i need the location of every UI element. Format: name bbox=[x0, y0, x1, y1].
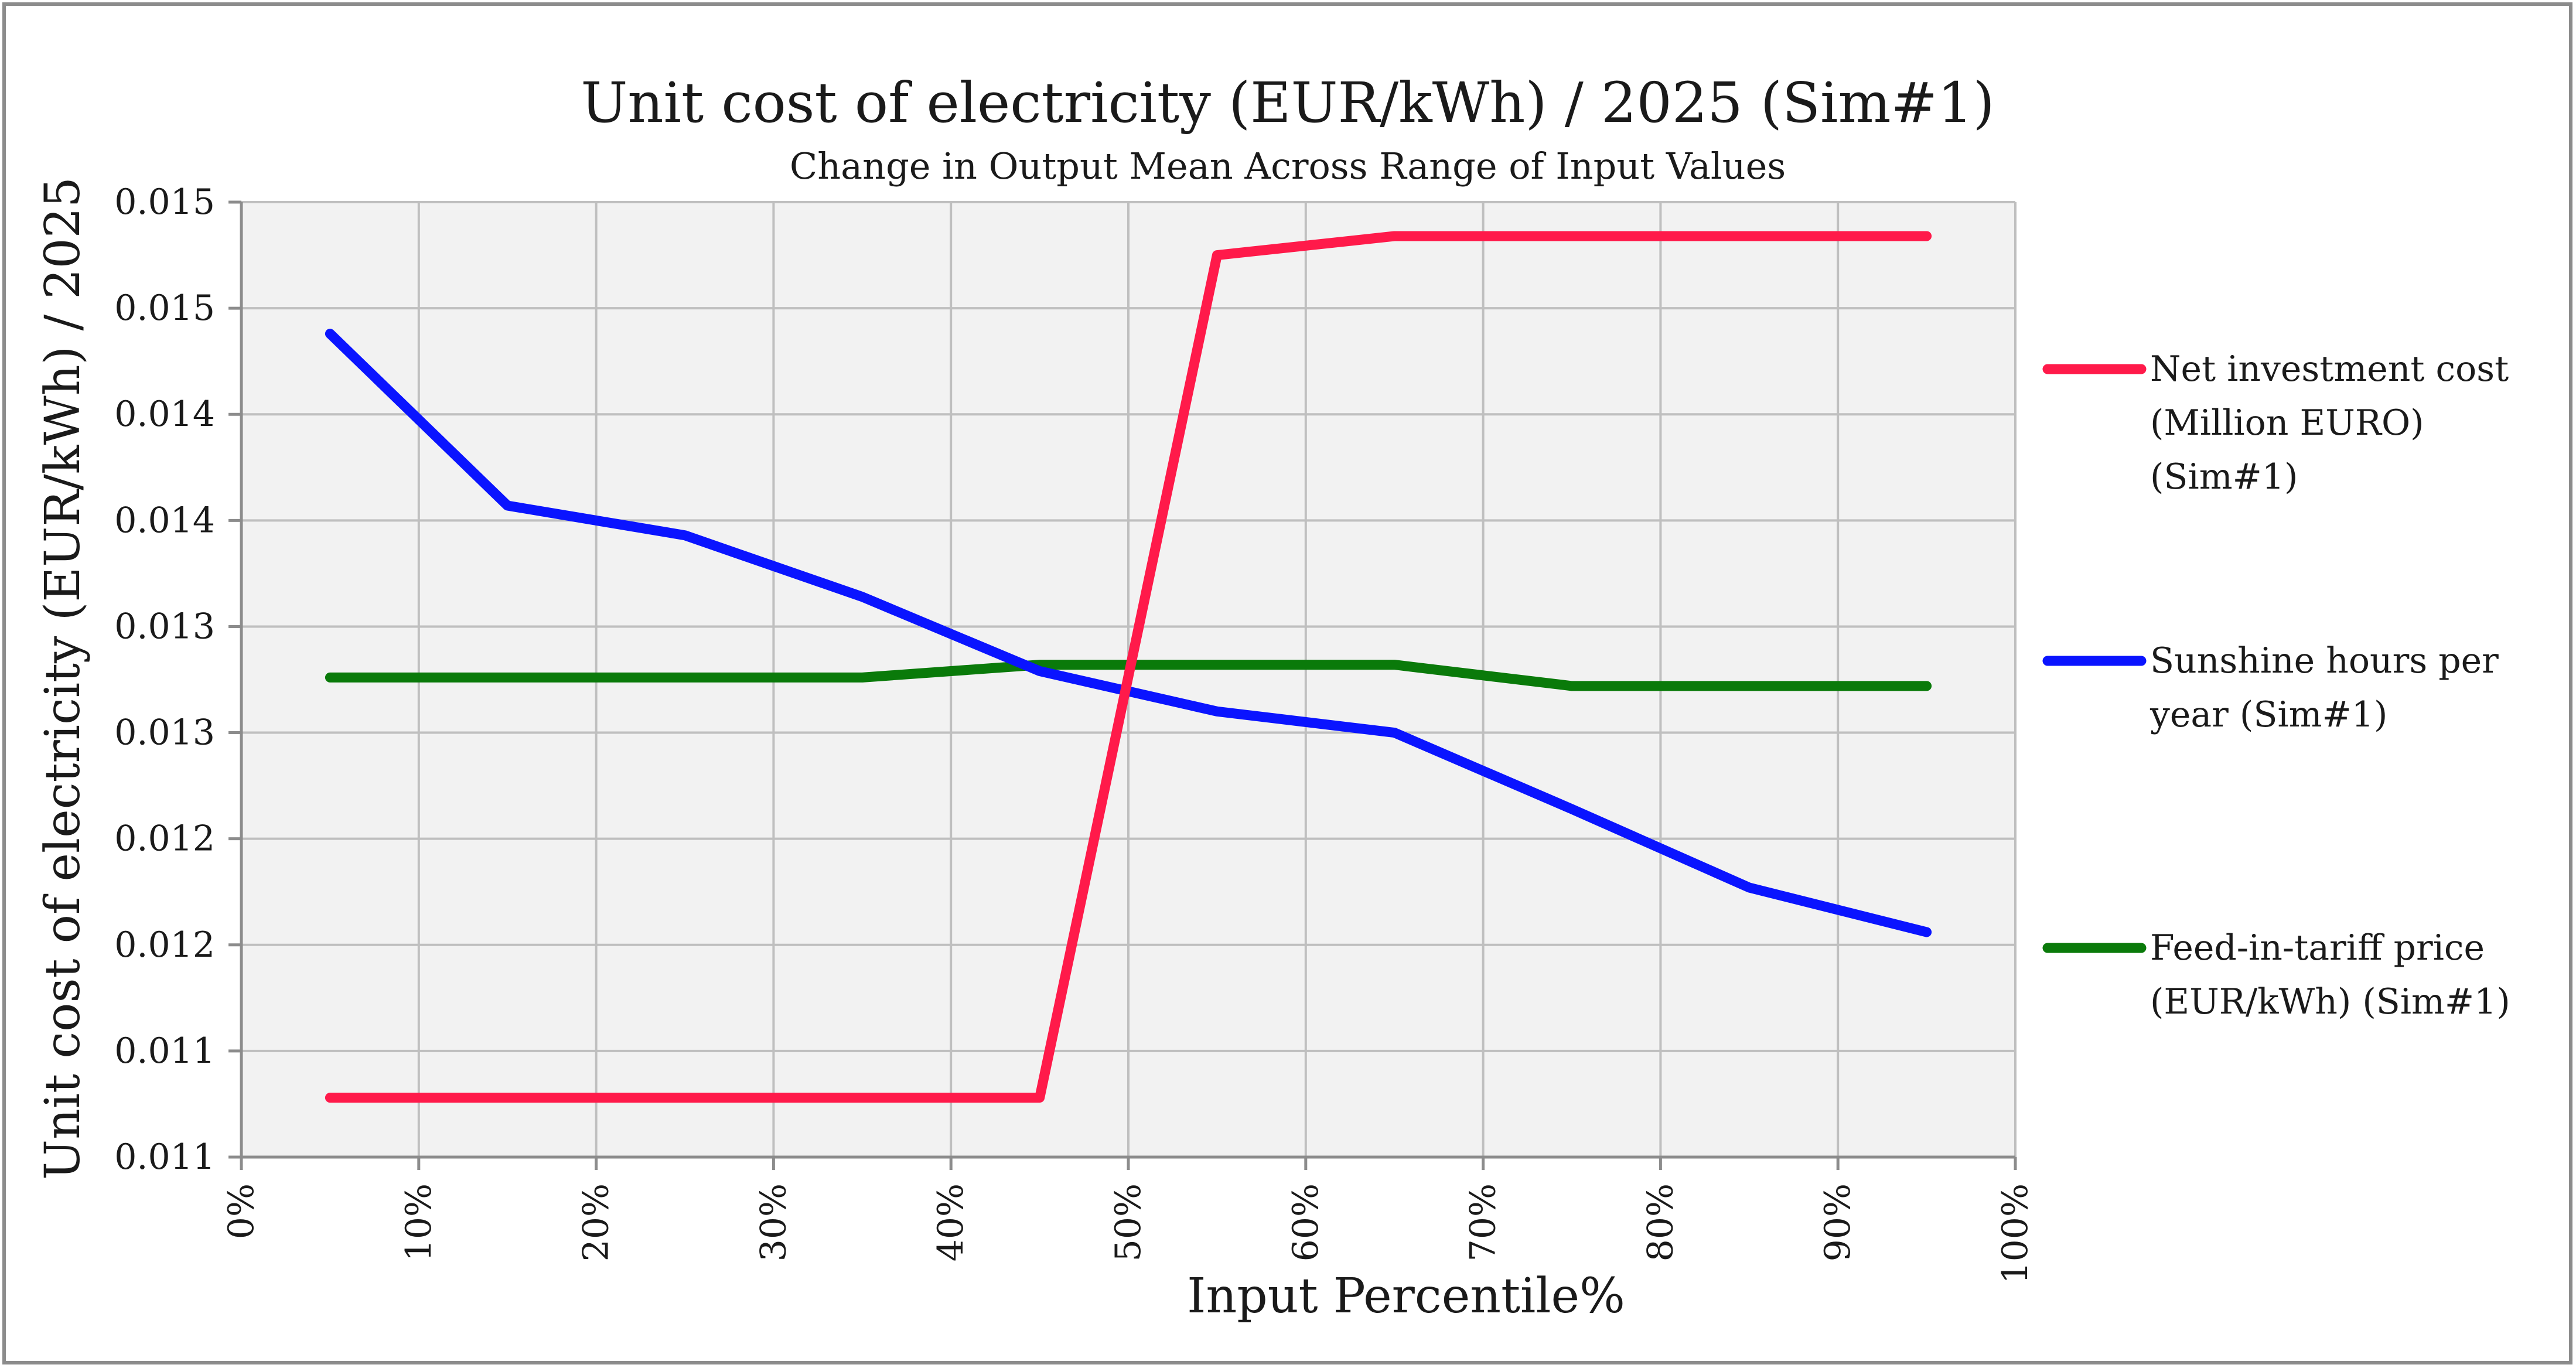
y-tick-label: 0.013 bbox=[114, 712, 215, 753]
legend-label-0: Net investment cost bbox=[2150, 349, 2509, 390]
y-tick-label: 0.011 bbox=[114, 1137, 215, 1178]
x-tick-label: 70% bbox=[1463, 1183, 1504, 1261]
x-tick-label: 0% bbox=[221, 1183, 262, 1239]
y-tick-label: 0.014 bbox=[114, 394, 215, 435]
x-tick-label: 10% bbox=[398, 1183, 439, 1261]
x-axis-label: Input Percentile% bbox=[1187, 1268, 1625, 1324]
legend-label-2: (EUR/kWh) (Sim#1) bbox=[2150, 981, 2510, 1022]
y-tick-label: 0.014 bbox=[114, 500, 215, 541]
x-tick-label: 50% bbox=[1108, 1183, 1149, 1261]
x-tick-label: 100% bbox=[1995, 1183, 2036, 1284]
x-tick-label: 80% bbox=[1640, 1183, 1681, 1261]
y-tick-label: 0.015 bbox=[114, 288, 215, 329]
x-tick-label: 90% bbox=[1817, 1183, 1858, 1261]
legend-label-1: year (Sim#1) bbox=[2149, 694, 2387, 735]
x-tick-label: 30% bbox=[753, 1183, 794, 1261]
legend-label-1: Sunshine hours per bbox=[2150, 640, 2499, 681]
y-tick-label: 0.011 bbox=[114, 1031, 215, 1072]
y-axis-label: Unit cost of electricity (EUR/kWh) / 202… bbox=[35, 177, 91, 1180]
y-tick-label: 0.013 bbox=[114, 606, 215, 647]
x-tick-label: 40% bbox=[930, 1183, 971, 1261]
y-tick-label: 0.015 bbox=[114, 182, 215, 223]
y-tick-label: 0.012 bbox=[114, 924, 215, 966]
y-tick-label: 0.012 bbox=[114, 818, 215, 859]
x-tick-label: 20% bbox=[576, 1183, 617, 1261]
legend-label-0: (Million EURO) bbox=[2150, 402, 2424, 444]
x-tick-label: 60% bbox=[1285, 1183, 1326, 1261]
chart-title: Unit cost of electricity (EUR/kWh) / 202… bbox=[581, 71, 1994, 135]
legend-label-0: (Sim#1) bbox=[2150, 456, 2298, 497]
series-line-0 bbox=[325, 231, 1932, 1103]
chart-subtitle: Change in Output Mean Across Range of In… bbox=[790, 145, 1786, 187]
legend-label-2: Feed-in-tariff price bbox=[2150, 927, 2485, 968]
